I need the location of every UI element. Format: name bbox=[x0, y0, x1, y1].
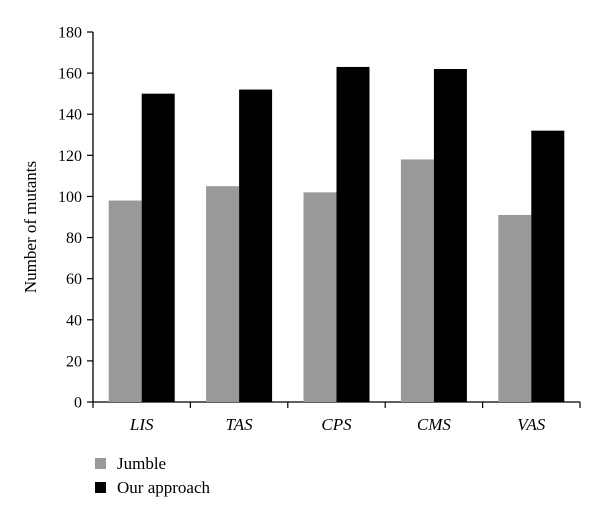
y-tick-label: 100 bbox=[58, 189, 82, 206]
x-tick-label: CMS bbox=[417, 415, 452, 434]
x-axis: LIS TAS CPS CMS VAS bbox=[92, 401, 581, 434]
y-tick-label: 160 bbox=[58, 66, 82, 83]
bar-our-approach-cms bbox=[433, 69, 467, 402]
bar-jumble-cms bbox=[400, 159, 434, 402]
y-tick-label: 20 bbox=[66, 353, 82, 370]
bar-jumble-vas bbox=[498, 214, 532, 402]
x-tick-label: CPS bbox=[321, 415, 352, 434]
y-axis-title: Number of mutants bbox=[21, 161, 40, 293]
x-tick-label: VAS bbox=[517, 415, 546, 434]
x-tick-label: TAS bbox=[226, 415, 254, 434]
bar-our-approach-lis bbox=[141, 93, 175, 403]
bar-jumble-cps bbox=[303, 192, 337, 402]
legend-label: Jumble bbox=[117, 454, 166, 473]
x-tick-label: LIS bbox=[129, 415, 154, 434]
bar-our-approach-tas bbox=[239, 89, 273, 403]
y-tick-label: 80 bbox=[66, 230, 82, 247]
bars bbox=[108, 66, 565, 403]
bar-jumble-tas bbox=[206, 186, 240, 402]
y-tick-label: 40 bbox=[66, 312, 82, 329]
legend-swatch bbox=[95, 482, 106, 493]
y-tick-label: 0 bbox=[74, 395, 82, 412]
y-axis: 0 20 40 60 80 100 120 140 160 180 bbox=[58, 25, 94, 412]
y-tick-label: 180 bbox=[58, 25, 82, 42]
bar-jumble-lis bbox=[108, 200, 142, 402]
y-tick-label: 120 bbox=[58, 148, 82, 165]
bar-our-approach-vas bbox=[531, 130, 565, 402]
bar-our-approach-cps bbox=[336, 66, 370, 402]
y-tick-label: 60 bbox=[66, 271, 82, 288]
y-tick-label: 140 bbox=[58, 107, 82, 124]
legend: Jumble Our approach bbox=[95, 454, 210, 497]
legend-swatch bbox=[95, 458, 106, 469]
legend-label: Our approach bbox=[117, 478, 210, 497]
